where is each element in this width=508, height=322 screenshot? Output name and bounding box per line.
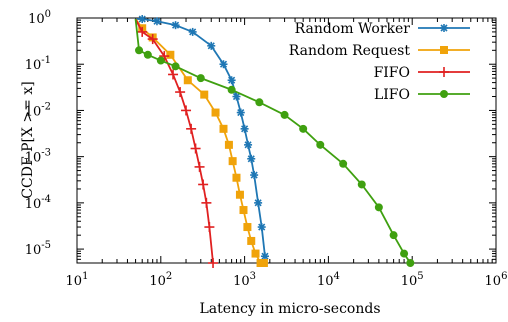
legend-swatch-marker — [439, 67, 449, 77]
data-point — [228, 157, 237, 166]
y-axis-label: CCDF P[X >= x] — [20, 81, 36, 198]
data-point — [232, 92, 241, 101]
axis-ticks: 101 102 103 104 105 10610010-110-210-310-410-… — [25, 9, 508, 289]
plot-frame — [76, 17, 497, 264]
data-point — [137, 26, 148, 37]
legend-item-random-request: Random Request — [289, 43, 470, 59]
data-point — [247, 236, 256, 245]
data-point — [190, 143, 201, 154]
data-point — [152, 17, 161, 26]
data-point — [166, 50, 175, 59]
series-random-worker — [135, 15, 269, 261]
data-point — [255, 98, 264, 107]
data-point — [138, 15, 147, 24]
data-point — [156, 56, 165, 65]
data-point — [198, 179, 209, 190]
data-point — [171, 62, 180, 71]
x-tick-label: 101 — [66, 271, 89, 289]
x-tick-label: 104 — [317, 271, 340, 289]
data-point — [389, 231, 398, 240]
data-point — [219, 60, 228, 69]
data-point — [208, 258, 219, 268]
data-point — [316, 140, 325, 149]
y-tick-label: 10-5 — [25, 240, 51, 258]
data-point — [204, 222, 215, 233]
data-point — [188, 27, 197, 36]
legend-item-random-worker: Random Worker — [295, 21, 470, 37]
data-point — [235, 190, 244, 199]
data-point — [247, 154, 256, 163]
data-point — [135, 46, 144, 55]
data-point — [251, 249, 260, 258]
data-point — [280, 110, 289, 119]
data-point — [181, 105, 192, 116]
data-point — [299, 124, 308, 133]
legend-label: Random Worker — [295, 21, 411, 37]
legend-label: Random Request — [289, 43, 411, 59]
data-point — [232, 173, 241, 182]
data-point — [257, 223, 266, 232]
y-tick-label: 100 — [28, 9, 51, 27]
data-point — [175, 87, 186, 98]
x-tick-label: 103 — [233, 271, 256, 289]
data-point — [260, 252, 269, 261]
series-group — [134, 15, 415, 268]
series-random-request — [134, 18, 268, 267]
legend-item-fifo: FIFO — [374, 65, 470, 81]
legend-swatch-marker — [440, 46, 448, 54]
data-point — [243, 223, 252, 232]
data-point — [183, 76, 192, 85]
x-tick-label: 105 — [401, 271, 424, 289]
data-point — [236, 108, 245, 117]
legend-swatch-marker — [440, 90, 448, 98]
data-point — [207, 41, 216, 50]
data-point — [227, 85, 236, 94]
data-point — [254, 198, 263, 207]
data-point — [168, 69, 179, 80]
series-lifo — [134, 18, 415, 267]
data-point — [250, 171, 259, 180]
data-point — [219, 124, 228, 133]
data-point — [186, 123, 197, 134]
x-tick-label: 102 — [149, 271, 172, 289]
legend-item-lifo: LIFO — [374, 87, 470, 103]
data-point — [196, 74, 205, 83]
data-point — [357, 180, 366, 189]
plot-area — [76, 17, 497, 264]
data-point — [244, 140, 253, 149]
x-tick-label: 106 — [485, 271, 508, 289]
data-point — [400, 249, 409, 258]
data-point — [143, 50, 152, 59]
data-point — [201, 197, 212, 208]
data-point — [259, 259, 268, 267]
data-point — [147, 34, 158, 45]
data-point — [194, 161, 205, 172]
legend-label: LIFO — [374, 87, 410, 103]
data-point — [171, 21, 180, 30]
series-fifo — [134, 18, 219, 268]
legend: Random Worker Random Request FIFO LIFO — [289, 21, 470, 103]
data-point — [227, 76, 236, 85]
legend-label: FIFO — [374, 65, 410, 81]
legend-swatch-marker — [440, 24, 448, 32]
y-tick-label: 10-1 — [25, 55, 51, 73]
data-point — [240, 124, 249, 133]
data-point — [406, 259, 415, 267]
data-point — [200, 90, 209, 99]
data-point — [224, 140, 233, 149]
x-axis-label: Latency in micro-seconds — [199, 301, 380, 317]
data-point — [211, 108, 220, 117]
data-point — [374, 203, 383, 212]
data-point — [339, 159, 348, 168]
data-point — [239, 206, 248, 215]
